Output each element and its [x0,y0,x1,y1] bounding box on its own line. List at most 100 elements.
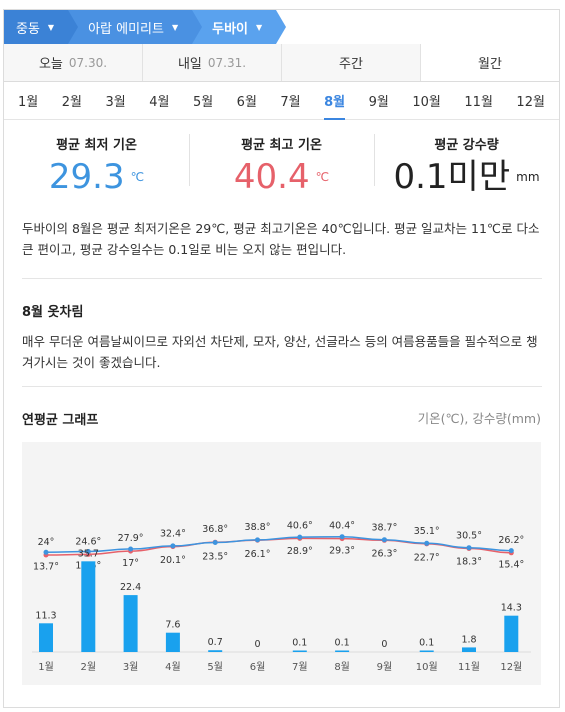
high-temp-label: 24.6° [75,536,101,547]
rain-bar [462,647,476,652]
low-temp-point [255,537,260,543]
rain-value-label: 14.3 [501,603,522,614]
divider [22,386,542,387]
low-temp-label: 26.3° [371,549,397,560]
month-tab[interactable]: 8월 [324,82,346,120]
rain-bar [81,561,96,652]
month-tab[interactable]: 11월 [464,95,493,110]
rain-value-label: 11.3 [35,610,56,621]
month-selector: 1월 2월 3월 4월 5월 6월 7월 8월 9월 10월 11월 12월 [4,82,559,120]
month-tab[interactable]: 1월 [18,95,39,110]
stat-avg-rain-value: 0.1미만 [393,157,511,197]
low-temp-point [85,549,91,554]
rain-bar [165,632,180,652]
month-tab[interactable]: 2월 [61,95,82,110]
chevron-down-icon: ▼ [256,22,263,32]
low-temp-point [43,549,49,555]
high-temp-line [45,537,512,556]
x-tick-label: 6월 [250,661,266,673]
x-tick-label: 1월 [38,661,54,673]
month-tab[interactable]: 4월 [149,95,170,110]
low-temp-point [339,534,345,540]
x-tick-label: 9월 [377,661,393,673]
high-temp-label: 40.6° [287,520,313,531]
rain-value-label: 0 [254,639,260,650]
graph-units: 기온(℃), 강수량(mm) [417,411,541,426]
month-tab[interactable]: 3월 [105,95,126,110]
x-tick-label: 11월 [458,661,480,673]
x-tick-label: 2월 [81,661,97,673]
breadcrumb: 중동 ▼ 아랍 에미리트 ▼ 두바이 ▼ [4,10,287,44]
stat-avg-low-unit: ℃ [130,170,145,184]
month-tab[interactable]: 7월 [280,95,301,110]
low-temp-point [128,546,134,552]
low-temp-line [45,535,512,554]
high-temp-label: 36.8° [202,524,228,535]
period-tabs: 오늘 07.30. 내일 07.31. 주간 월간 [4,44,559,82]
rain-value-label: 1.8 [461,634,476,645]
yearly-chart: 24° 24.6° 27.9° 32.4° 36.8° 38.8° 40.6° 40.4° 38… [22,442,541,685]
tab-monthly-label: 월간 [478,57,502,72]
stat-avg-rain: 평균 강수량 0.1미만 mm [374,128,559,200]
stat-avg-high-unit: ℃ [315,170,330,184]
tab-today[interactable]: 오늘 07.30. [4,44,143,81]
x-tick-label: 10월 [416,661,438,673]
stat-avg-low: 평균 최저 기온 29.3 ℃ [4,128,189,200]
month-tab[interactable]: 12월 [516,95,545,110]
tab-weekly[interactable]: 주간 [282,44,421,81]
stat-avg-high: 평균 최고 기온 40.4 ℃ [189,128,374,200]
stat-avg-rain-unit: mm [516,170,540,184]
tab-today-date: 07.30. [68,55,108,70]
yearly-chart-svg: 24° 24.6° 27.9° 32.4° 36.8° 38.8° 40.6° 40.4° 38… [32,520,531,673]
rain-value-label: 0.1 [335,638,350,649]
outfit-title: 8월 옷차림 [22,305,84,320]
rain-bar [292,650,307,652]
rain-bar [39,623,53,652]
low-temp-label: 15.4° [498,560,524,571]
rain-bar [208,650,223,652]
rain-bar [335,650,350,652]
breadcrumb-region-label: 중동 [16,21,40,37]
tab-weekly-label: 주간 [339,57,363,72]
month-tab[interactable]: 5월 [192,95,214,110]
rain-value-label: 0.1 [419,638,434,649]
low-temp-label: 29.3° [329,546,355,557]
stat-avg-low-label: 평균 최저 기온 [56,138,137,153]
breadcrumb-city[interactable]: 두바이 ▼ [192,10,287,44]
rain-value-label: 7.6 [165,620,180,631]
high-temp-label: 38.8° [245,522,271,533]
monthly-stats: 평균 최저 기온 29.3 ℃ 평균 최고 기온 40.4 ℃ 평균 강수량 0.1… [4,128,559,200]
month-tab[interactable]: 9월 [368,95,389,110]
x-tick-label: 4월 [165,661,181,673]
month-tab[interactable]: 6월 [236,95,257,110]
breadcrumb-country[interactable]: 아랍 에미리트 ▼ [68,10,203,44]
tab-today-label: 오늘 [38,57,63,72]
low-temp-label: 20.1° [160,555,186,566]
x-tick-label: 8월 [334,661,350,673]
weather-monthly-panel: 중동 ▼ 아랍 에미리트 ▼ 두바이 ▼ 오늘 07.30. 내일 07.31. 주… [3,9,560,708]
low-temp-point [297,534,303,540]
tab-monthly[interactable]: 월간 [421,44,559,81]
tab-tomorrow-date: 07.31. [207,55,247,70]
chevron-down-icon: ▼ [171,22,179,32]
tab-tomorrow[interactable]: 내일 07.31. [143,44,282,81]
low-temp-point [212,540,218,545]
high-temp-label: 38.7° [371,522,397,533]
rain-value-label: 0.7 [208,637,223,648]
breadcrumb-city-label: 두바이 [212,21,249,37]
high-temp-label: 32.4° [160,529,186,540]
month-tab[interactable]: 10월 [412,95,441,110]
rain-bar [504,615,519,652]
breadcrumb-region[interactable]: 중동 ▼ [4,10,79,44]
chevron-down-icon: ▼ [47,22,55,32]
breadcrumb-country-label: 아랍 에미리트 [88,21,164,37]
month-description: 두바이의 8월은 평균 최저기온은 29℃, 평균 최고기온은 40℃입니다. … [22,221,540,257]
low-temp-point [508,548,514,554]
high-temp-label: 27.9° [118,533,144,544]
stat-avg-high-label: 평균 최고 기온 [241,138,322,153]
rain-bar [123,595,138,652]
low-temp-point [424,540,430,546]
x-tick-label: 7월 [292,661,308,673]
rain-value-label: 35.7 [78,548,99,559]
high-temp-label: 35.1° [414,526,440,537]
